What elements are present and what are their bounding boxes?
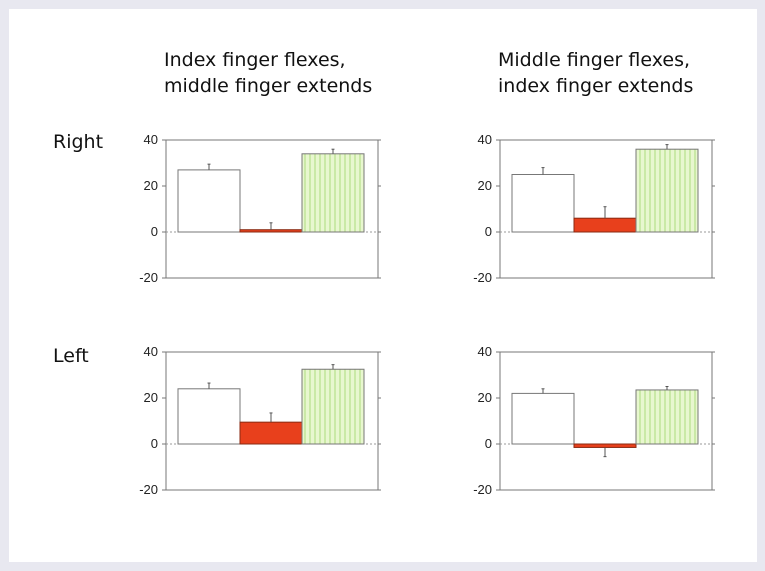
column-title-left-line1: Index finger flexes,: [164, 49, 346, 71]
column-title-right: Middle finger flexes, index finger exten…: [498, 47, 693, 99]
bar: [635, 389, 699, 445]
row-label-left: Left: [53, 345, 89, 367]
y-tick-label: 0: [485, 224, 492, 239]
y-tick-label: 0: [151, 436, 158, 451]
bar-charts: 40 20 0 -20 40 20 0 -20 40 20 0 -20 40 20 0 -20: [139, 132, 715, 497]
y-tick-label: 40: [144, 344, 158, 359]
bar: [635, 148, 699, 233]
bar: [239, 421, 303, 445]
column-title-right-line1: Middle finger flexes,: [498, 49, 691, 71]
y-tick-label: -20: [139, 482, 158, 497]
y-tick-label: -20: [473, 482, 492, 497]
bar: [301, 368, 365, 445]
y-tick-label: 0: [151, 224, 158, 239]
column-title-left: Index finger flexes, middle finger exten…: [164, 47, 372, 99]
y-tick-label: 20: [144, 178, 158, 193]
plot-frame: [499, 139, 713, 279]
bar: [177, 169, 241, 233]
column-title-left-line2: middle finger extends: [164, 75, 373, 97]
bar: [573, 443, 637, 448]
y-tick-label: 40: [478, 132, 492, 147]
column-title-right-line2: index finger extends: [498, 75, 694, 97]
bar: [511, 392, 575, 445]
bar: [511, 174, 575, 233]
y-tick-label: -20: [473, 270, 492, 285]
bar: [573, 217, 637, 233]
y-tick-label: 40: [478, 344, 492, 359]
y-tick-label: 20: [144, 390, 158, 405]
y-tick-label: 20: [478, 178, 492, 193]
y-tick-label: 40: [144, 132, 158, 147]
y-tick-label: 0: [485, 436, 492, 451]
bar: [301, 153, 365, 233]
plot-frame: [165, 139, 379, 279]
bar: [177, 388, 241, 445]
plot-frame: [499, 351, 713, 491]
figure-panel: Index finger flexes, middle finger exten…: [9, 9, 757, 562]
plot-frame: [165, 351, 379, 491]
y-tick-label: 20: [478, 390, 492, 405]
row-label-right: Right: [53, 131, 104, 153]
y-tick-label: -20: [139, 270, 158, 285]
bar: [239, 229, 303, 233]
